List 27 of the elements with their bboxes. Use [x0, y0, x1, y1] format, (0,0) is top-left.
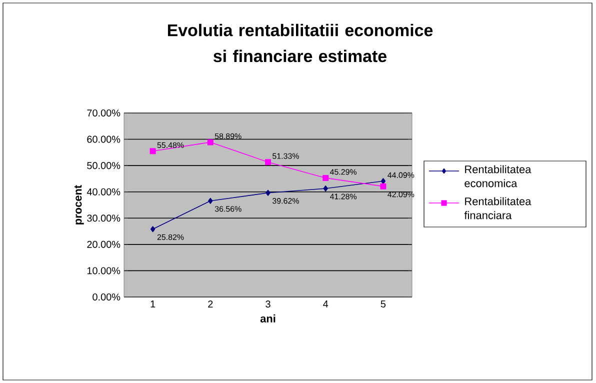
legend-label: Rentabilitatea economica [464, 165, 532, 188]
point [208, 198, 213, 204]
y-tick-label: 30.00% [87, 214, 120, 222]
y-tick-label: 0.00% [92, 293, 120, 301]
x-tick-label: 3 [266, 300, 270, 308]
y-tick-label: 10.00% [87, 267, 120, 274]
y-tick-label: 20.00% [87, 240, 120, 248]
point [380, 183, 386, 190]
y-tick-label: 40.00% [86, 188, 120, 196]
y-tick-label: 50.00% [87, 162, 120, 170]
point [207, 139, 214, 146]
y-axis-title: procent [74, 185, 84, 224]
point [150, 148, 156, 154]
point [265, 159, 272, 166]
y-tick-label: 60.00% [87, 136, 120, 143]
point [150, 226, 156, 232]
x-tick-label: 1 [150, 300, 156, 308]
x-tick-label: 4 [323, 300, 328, 308]
point [322, 174, 329, 181]
point [323, 185, 328, 192]
point [266, 190, 270, 196]
y-tick-label: 70.00% [87, 109, 120, 117]
x-axis-title: ani [260, 314, 276, 322]
x-tick-label: 2 [208, 300, 213, 308]
x-tick-label: 5 [380, 300, 386, 308]
chart-title: Evolutia rentabilitatiii economice si financiare estimate [168, 24, 433, 62]
legend-label: Rentabilitatea financiara [464, 197, 532, 220]
